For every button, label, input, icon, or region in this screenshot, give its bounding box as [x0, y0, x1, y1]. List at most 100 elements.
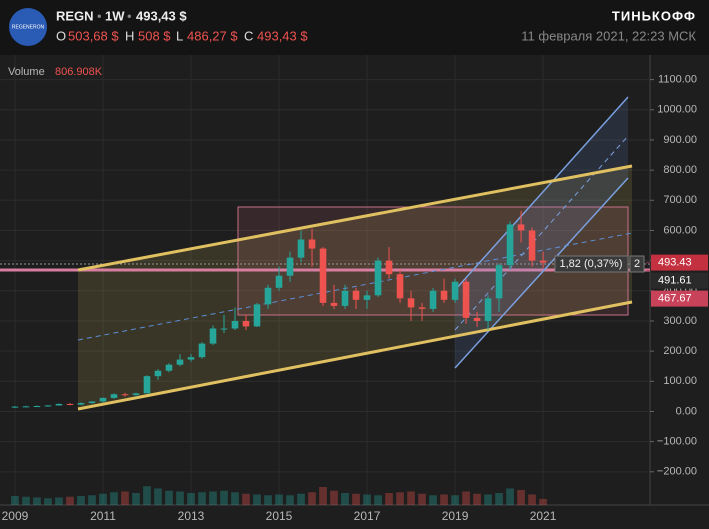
brand: ТИНЬКОФФ [612, 8, 696, 23]
volume-bar [121, 491, 129, 505]
candle-body [220, 328, 228, 330]
volume-bar [352, 493, 360, 505]
y-tick-label: 700.00 [663, 194, 697, 206]
x-tick-label: 2015 [266, 509, 293, 523]
volume-bar [88, 495, 96, 505]
candle-body [165, 364, 173, 371]
ohlc-key: O [56, 28, 66, 43]
candle-body [484, 298, 492, 321]
price-tag [651, 254, 708, 271]
volume-bar [66, 496, 74, 505]
y-tick-label: 800.00 [663, 164, 697, 176]
candle-body [176, 359, 184, 365]
ohlc-key: C [244, 28, 253, 43]
candle-body [275, 275, 283, 288]
volume-bar [451, 495, 459, 505]
volume-bar [330, 490, 338, 505]
candle-body [154, 370, 162, 377]
volume-bar [473, 493, 481, 505]
candle-body [187, 357, 195, 360]
channel-line [454, 177, 629, 369]
ohlc-value: 508 $ [138, 28, 171, 43]
candle-body [462, 281, 470, 318]
candle-body [286, 257, 294, 276]
volume-bar [396, 492, 404, 505]
marks [11, 210, 547, 505]
candle-body [33, 406, 41, 408]
x-tick-label: 2013 [178, 509, 205, 523]
price-tag-label: 493.43 [658, 257, 692, 269]
candle-body [99, 397, 107, 402]
volume-bar [242, 493, 250, 505]
candle-body [143, 376, 151, 394]
ohlc-key: H [125, 28, 134, 43]
candle-body [363, 295, 371, 300]
candle-body [440, 290, 448, 300]
x-tick-label: 2019 [442, 509, 469, 523]
volume-bar [539, 498, 547, 505]
candle-body [341, 290, 349, 306]
volume-bar [440, 494, 448, 505]
symbol: REGN [56, 8, 94, 23]
volume-bar [429, 495, 437, 505]
volume-bar [319, 487, 327, 505]
volume-bar [517, 490, 525, 505]
volume-bar [363, 494, 371, 505]
price-tag-label: 491.61 [658, 275, 692, 287]
volume-value: 806.908K [55, 66, 103, 78]
header-bar [0, 0, 709, 55]
volume-bar [99, 493, 107, 505]
volume-bar [528, 494, 536, 505]
candle-body [319, 248, 327, 303]
volume-bar [143, 486, 151, 505]
volume-bar [462, 491, 470, 505]
candle-body [506, 224, 514, 266]
ohlc-key: L [176, 28, 183, 43]
channel-line [454, 96, 629, 291]
volume-bar [220, 490, 228, 505]
candle-body [253, 304, 261, 327]
volume-bar [110, 492, 118, 505]
candle-body [539, 260, 547, 263]
volume-bar [308, 492, 316, 505]
channel-line [77, 164, 633, 272]
candle-body [385, 260, 393, 275]
candle-body [407, 298, 415, 308]
candle-body [429, 290, 437, 309]
volume-bar [286, 495, 294, 505]
candle-body [396, 274, 404, 299]
y-tick-label: −100.00 [657, 436, 697, 448]
volume-bar [209, 491, 217, 505]
price: 493,43 $ [136, 8, 187, 23]
volume-bar [253, 494, 261, 505]
volume-bar [154, 488, 162, 505]
sep: • [97, 8, 102, 23]
candle-body [297, 239, 305, 258]
ohlc-value: 493,43 $ [257, 28, 308, 43]
y-tick-label: 300.00 [663, 315, 697, 327]
interval: 1W [105, 8, 125, 23]
volume-bar [165, 490, 173, 505]
price-tag [651, 290, 708, 307]
volume-bar [44, 498, 52, 505]
volume-bar [374, 495, 382, 505]
logo-text: REGENERON [12, 24, 45, 30]
candle-body [66, 403, 74, 405]
volume-bar [341, 493, 349, 505]
volume-bar [198, 492, 206, 505]
volume-bar [264, 495, 272, 505]
candle-body [264, 287, 272, 305]
candle-body [451, 281, 459, 300]
volume-bar [33, 497, 41, 505]
channel-fill [78, 166, 632, 409]
volume-bar [22, 496, 30, 505]
ohlc-value: 486,27 $ [187, 28, 238, 43]
candle-body [209, 328, 217, 344]
candle-body [330, 302, 338, 306]
candle-body [528, 230, 536, 261]
candle-body [374, 260, 382, 296]
x-tick-label: 2021 [530, 509, 557, 523]
candle-body [517, 224, 525, 231]
candle-body [198, 343, 206, 358]
channel-line [454, 135, 629, 331]
